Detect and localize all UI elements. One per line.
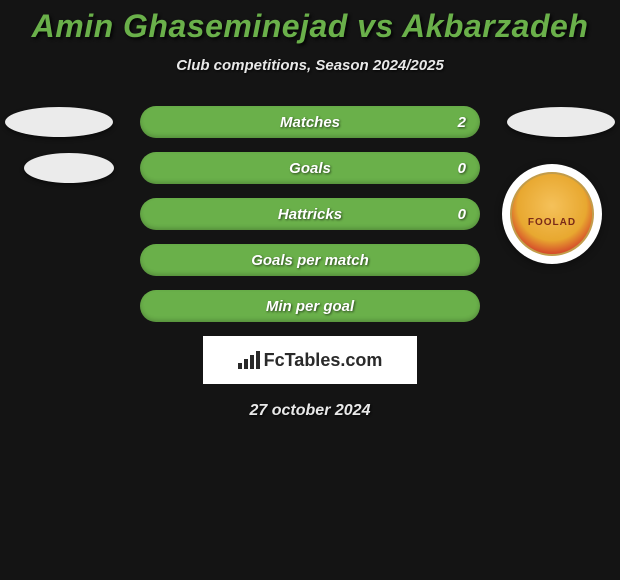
- stat-bar: Matches 2: [140, 106, 480, 138]
- club-badge: FOOLAD: [502, 164, 602, 264]
- stat-label: Matches: [280, 114, 340, 131]
- placeholder-ellipse-left: [5, 107, 113, 137]
- subtitle: Club competitions, Season 2024/2025: [0, 57, 620, 74]
- placeholder-ellipse-left: [24, 153, 114, 183]
- comparison-card: Amin Ghaseminejad vs Akbarzadeh Club com…: [0, 0, 620, 420]
- stat-label: Goals per match: [251, 252, 369, 269]
- club-badge-text: FOOLAD: [528, 217, 576, 228]
- source-logo-text: FcTables.com: [264, 350, 383, 371]
- stat-label: Hattricks: [278, 206, 342, 223]
- stat-bar: Goals per match: [140, 244, 480, 276]
- bars-icon: [238, 351, 260, 369]
- stat-row: Matches 2: [0, 106, 620, 138]
- stat-value: 0: [458, 206, 466, 223]
- placeholder-ellipse-right: [507, 107, 615, 137]
- stat-bar: Goals 0: [140, 152, 480, 184]
- page-title: Amin Ghaseminejad vs Akbarzadeh: [0, 8, 620, 45]
- stat-label: Min per goal: [266, 298, 354, 315]
- source-logo-box: FcTables.com: [203, 336, 417, 384]
- stats-area: Matches 2 Goals 0 Hattricks 0 Goals per …: [0, 106, 620, 322]
- date-label: 27 october 2024: [0, 402, 620, 420]
- stat-row: Min per goal: [0, 290, 620, 322]
- club-badge-inner: FOOLAD: [510, 172, 594, 256]
- stat-bar: Hattricks 0: [140, 198, 480, 230]
- stat-value: 0: [458, 160, 466, 177]
- stat-label: Goals: [289, 160, 331, 177]
- stat-bar: Min per goal: [140, 290, 480, 322]
- stat-value: 2: [458, 114, 466, 131]
